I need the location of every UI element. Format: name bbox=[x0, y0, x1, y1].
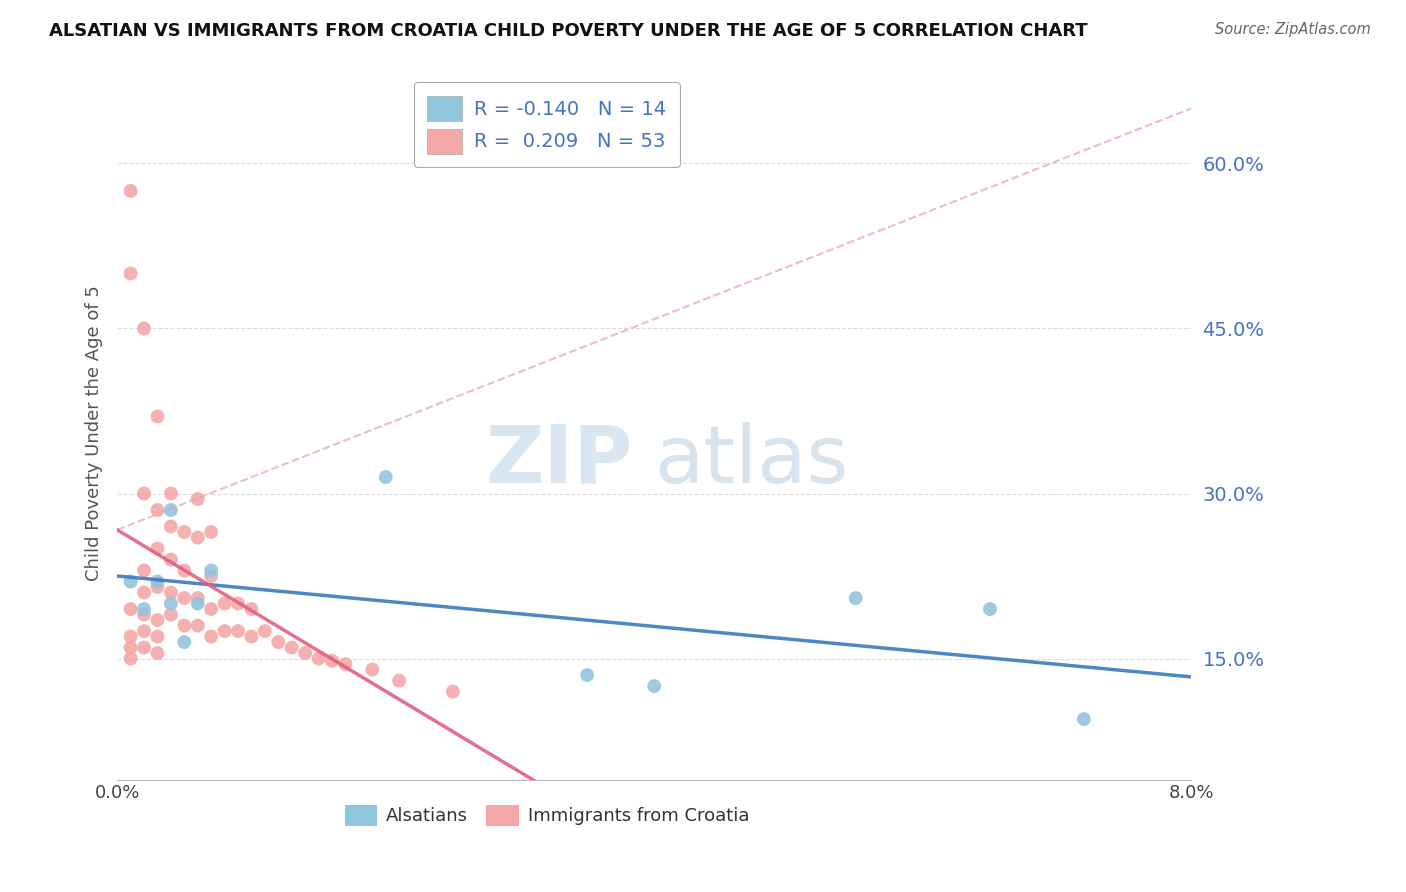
Point bbox=[146, 541, 169, 556]
Point bbox=[146, 409, 169, 424]
Point bbox=[321, 654, 343, 668]
Point bbox=[146, 613, 169, 627]
Point bbox=[146, 630, 169, 644]
Point bbox=[132, 585, 155, 599]
Point bbox=[226, 624, 249, 638]
Point bbox=[132, 607, 155, 622]
Text: atlas: atlas bbox=[654, 422, 849, 500]
Point bbox=[187, 591, 209, 605]
Point bbox=[240, 602, 263, 616]
Point bbox=[160, 607, 183, 622]
Point bbox=[388, 673, 411, 688]
Point bbox=[120, 630, 142, 644]
Text: Source: ZipAtlas.com: Source: ZipAtlas.com bbox=[1215, 22, 1371, 37]
Point bbox=[1073, 712, 1095, 726]
Point bbox=[187, 491, 209, 506]
Point bbox=[374, 470, 396, 484]
Point bbox=[200, 630, 222, 644]
Point bbox=[132, 640, 155, 655]
Point bbox=[200, 564, 222, 578]
Point bbox=[132, 602, 155, 616]
Point bbox=[120, 574, 142, 589]
Point bbox=[441, 684, 464, 698]
Point bbox=[267, 635, 290, 649]
Text: ALSATIAN VS IMMIGRANTS FROM CROATIA CHILD POVERTY UNDER THE AGE OF 5 CORRELATION: ALSATIAN VS IMMIGRANTS FROM CROATIA CHIL… bbox=[49, 22, 1088, 40]
Point bbox=[146, 580, 169, 594]
Point bbox=[160, 503, 183, 517]
Point bbox=[120, 640, 142, 655]
Point bbox=[187, 597, 209, 611]
Point bbox=[173, 564, 195, 578]
Point bbox=[160, 552, 183, 566]
Text: ZIP: ZIP bbox=[485, 422, 633, 500]
Point bbox=[160, 597, 183, 611]
Point bbox=[576, 668, 599, 682]
Point bbox=[132, 624, 155, 638]
Point bbox=[280, 640, 302, 655]
Point bbox=[214, 624, 236, 638]
Point bbox=[361, 663, 384, 677]
Point bbox=[294, 646, 316, 660]
Point bbox=[187, 618, 209, 632]
Point bbox=[120, 267, 142, 281]
Point bbox=[132, 564, 155, 578]
Point bbox=[132, 321, 155, 335]
Point bbox=[253, 624, 276, 638]
Point bbox=[173, 524, 195, 539]
Point bbox=[200, 569, 222, 583]
Point bbox=[173, 635, 195, 649]
Point bbox=[160, 486, 183, 500]
Point bbox=[240, 630, 263, 644]
Point bbox=[979, 602, 1001, 616]
Point bbox=[132, 486, 155, 500]
Point bbox=[160, 585, 183, 599]
Y-axis label: Child Poverty Under the Age of 5: Child Poverty Under the Age of 5 bbox=[86, 285, 103, 581]
Legend: Alsatians, Immigrants from Croatia: Alsatians, Immigrants from Croatia bbox=[337, 797, 756, 833]
Point bbox=[187, 531, 209, 545]
Point bbox=[173, 591, 195, 605]
Point bbox=[845, 591, 868, 605]
Point bbox=[173, 618, 195, 632]
Point bbox=[200, 524, 222, 539]
Point bbox=[160, 519, 183, 533]
Point bbox=[200, 602, 222, 616]
Point bbox=[146, 574, 169, 589]
Point bbox=[643, 679, 665, 693]
Point bbox=[214, 597, 236, 611]
Point bbox=[120, 651, 142, 665]
Point bbox=[335, 657, 357, 671]
Point bbox=[120, 184, 142, 198]
Point bbox=[226, 597, 249, 611]
Point bbox=[146, 646, 169, 660]
Point bbox=[308, 651, 330, 665]
Point bbox=[120, 602, 142, 616]
Point bbox=[146, 503, 169, 517]
